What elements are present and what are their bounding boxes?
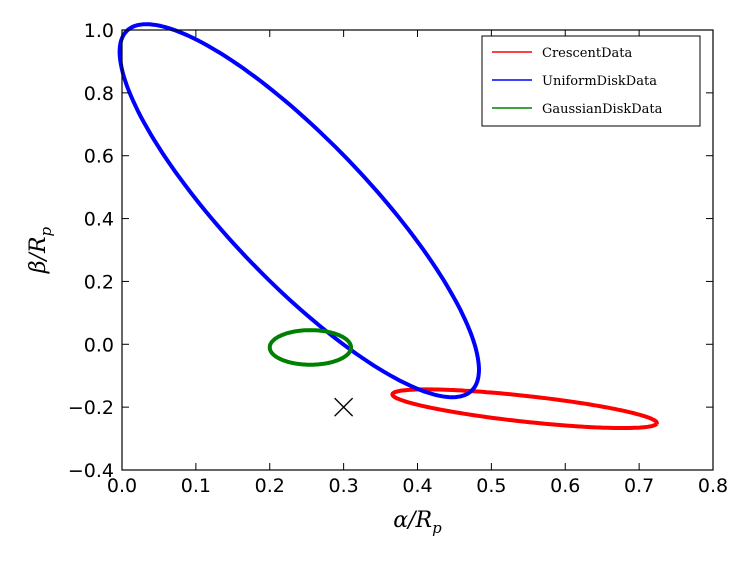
y-tick-label: 0.2: [84, 271, 114, 293]
ticks-layer: 0.0 0.1 0.2 0.3 0.4 0.5 0.6 0.7 0.8 −0.4 −0.2 0.0 0.…: [68, 20, 728, 497]
x-tick-label: 0.1: [181, 475, 211, 497]
series-crescentdata-curve: [390, 387, 659, 430]
x-tick-label: 0.0: [107, 475, 137, 497]
y-tick-label: 0.8: [84, 83, 114, 105]
x-axis-label-main: α/R: [393, 508, 432, 533]
legend-box: [481, 35, 701, 127]
y-tick-label: 0.6: [84, 146, 114, 168]
legend-entries: CrescentData UniformDiskData GaussianDiskD…: [492, 46, 663, 117]
y-axis-label-sub: p: [37, 226, 55, 236]
y-tick-label: 0.0: [84, 334, 114, 356]
x-marker: [334, 397, 354, 417]
x-axis-label: α/Rp: [393, 508, 442, 537]
legend: CrescentData UniformDiskData GaussianDiskD…: [481, 35, 701, 127]
y-tick-label: 1.0: [84, 20, 114, 42]
x-tick-label: 0.7: [624, 475, 654, 497]
y-axis-label: β/Rp: [26, 226, 55, 274]
series-uniformdiskdata-curve: [117, 22, 481, 400]
x-tick-label: 0.6: [550, 475, 580, 497]
series-gaussiandiskdata-curve: [267, 328, 353, 367]
y-tick-label: −0.2: [68, 397, 114, 419]
x-axis-label-sub: p: [432, 519, 442, 537]
x-tick-label: 0.4: [402, 475, 432, 497]
y-tick-label: −0.4: [68, 460, 114, 482]
legend-entry: UniformDiskData: [492, 74, 657, 89]
legend-label: CrescentData: [542, 46, 632, 61]
x-tick-label: 0.2: [255, 475, 285, 497]
x-tick-label: 0.3: [329, 475, 359, 497]
x-tick-label: 0.8: [698, 475, 728, 497]
legend-label: GaussianDiskData: [542, 102, 663, 117]
x-marker-stroke: [334, 397, 354, 417]
x-tick-label: 0.5: [476, 475, 506, 497]
marker-layer: [334, 397, 354, 417]
series-layer: [117, 22, 659, 430]
y-axis-label-main: β/R: [26, 236, 51, 274]
y-tick-label: 0.4: [84, 209, 114, 231]
legend-label: UniformDiskData: [542, 74, 657, 89]
legend-entry: CrescentData: [492, 46, 632, 61]
legend-entry: GaussianDiskData: [492, 102, 663, 117]
